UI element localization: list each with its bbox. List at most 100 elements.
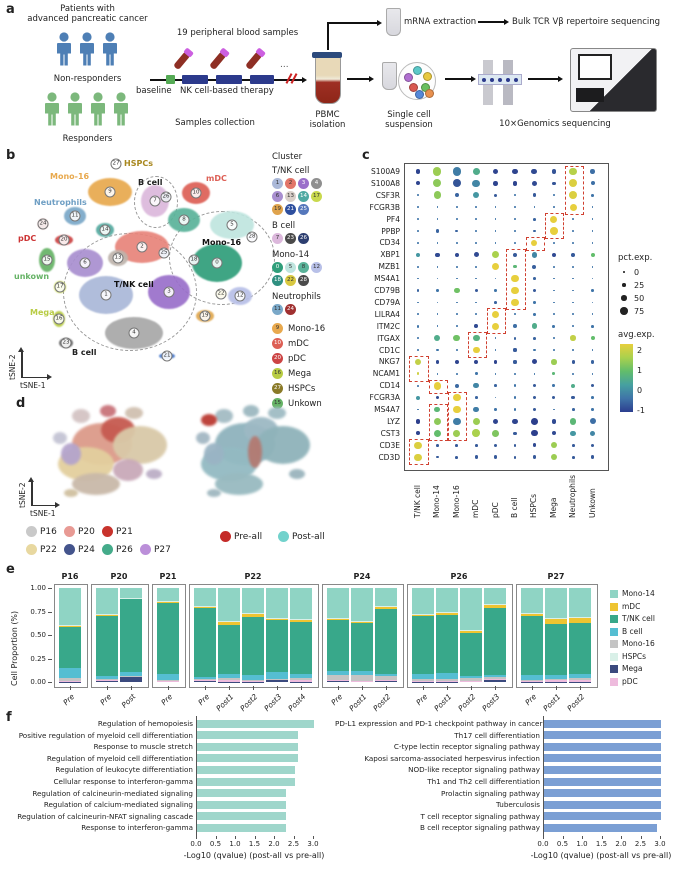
cluster-legend-single-name: mDC <box>288 339 309 349</box>
gene-label: CD3D <box>378 452 400 462</box>
b-yaxis-arrow <box>18 347 25 352</box>
cluster-number-badge: 6 <box>79 257 91 269</box>
e-xtick-mark <box>471 686 472 690</box>
cluster-annotation: unkown <box>14 272 50 281</box>
cluster-number-badge: 24 <box>37 218 49 230</box>
gene-label: MS4A7 <box>374 405 400 414</box>
cluster-chip: 9 <box>272 323 283 334</box>
cluster-legend-single-name: Mega <box>288 369 312 379</box>
f-xtick-mark <box>621 836 622 839</box>
cluster-chip: 28 <box>298 275 309 286</box>
celltype-label: pDC <box>490 502 500 518</box>
e-xtick-mark <box>580 686 581 690</box>
e-xtick-mark <box>386 686 387 690</box>
e-ytick-label: 0.75 <box>30 607 46 616</box>
cluster-legend-group-name: T/NK cell <box>272 166 310 176</box>
cluster-chip: 1 <box>272 178 283 189</box>
e-bar-label: Post2 <box>565 692 587 714</box>
e-facet-box <box>189 584 319 688</box>
cell-dot <box>423 72 432 81</box>
f-xtick-label: 1.5 <box>248 840 261 848</box>
cluster-annotation: mDC <box>206 174 227 183</box>
e-bar-label: Post3 <box>480 692 502 714</box>
patients-title-line2: advanced pancreatic cancer <box>27 14 148 24</box>
cluster-legend: Cluster T/NK cell 1 2 3 4 6 13 14 17 19 21 25 B cell 7… <box>272 152 360 409</box>
timepoint-tsne-blob <box>289 469 305 479</box>
e-bar-segment <box>412 588 434 614</box>
person-icon <box>111 90 131 130</box>
e-facet-box <box>407 584 513 688</box>
e-bar-segment <box>96 680 118 682</box>
f-bar-label: Th17 cell differentiation <box>454 730 540 740</box>
pct-legend-value: 25 <box>634 280 645 290</box>
cluster-chip: 10 <box>272 338 283 349</box>
e-bar-label: Pre <box>329 692 345 708</box>
cluster-chip: 25 <box>298 204 309 215</box>
e-bar-segment <box>351 675 373 681</box>
prepost-legend-label: Post-all <box>292 531 325 542</box>
e-bar-segment <box>412 673 434 679</box>
e-bar-segment <box>266 679 288 682</box>
patient-tsne-blob <box>113 459 143 481</box>
e-bar-segment <box>484 677 506 680</box>
cluster-chip: 27 <box>272 383 283 394</box>
e-bar-segment <box>375 673 397 677</box>
e-bar-segment <box>290 588 312 620</box>
cluster-number-badge: 3 <box>163 286 175 298</box>
e-bar-segment <box>569 622 591 674</box>
cluster-number-badge: 20 <box>58 234 70 246</box>
e-facet-header: P16 <box>61 572 79 581</box>
genomics-label: 10×Genomics sequencing <box>499 119 611 129</box>
e-bar-segment <box>120 676 142 682</box>
cluster-annotation: Mega <box>30 308 55 317</box>
e-ytick-label: 0.50 <box>30 631 46 639</box>
e-bar-segment <box>290 677 312 680</box>
cluster-number-badge: 9 <box>104 186 116 198</box>
cell-dot <box>413 66 422 75</box>
e-bar-segment <box>242 616 264 675</box>
b-xaxis-arrow <box>47 374 52 380</box>
e-legend-label: HSPCs <box>622 651 647 661</box>
celltype-label: Neutrophils <box>568 474 578 518</box>
patient-legend: P16 P20 P21 P22 P24 P26 P27 <box>26 526 206 566</box>
timepoint-tsne-blob <box>201 414 217 426</box>
celltype-label: Unkown <box>587 488 597 518</box>
e-bar-segment <box>194 608 216 677</box>
mrna-label: mRNA extraction <box>404 17 477 27</box>
e-legend-label: mDC <box>622 601 641 611</box>
e-bar-segment <box>545 679 567 681</box>
cluster-number-badge: 15 <box>41 254 53 266</box>
mrna-arrowhead <box>504 18 509 25</box>
e-ytick-label: 1.00 <box>30 584 46 592</box>
b-xaxis-label: tSNE-1 <box>20 381 46 390</box>
f-bar <box>544 789 661 798</box>
pct-legend-dot <box>623 271 625 273</box>
arrow4-head <box>558 75 563 82</box>
e-bar-segment <box>412 616 434 674</box>
cluster-number-badge: 28 <box>246 231 258 243</box>
f-xtick-mark <box>543 836 544 839</box>
e-bar-segment <box>375 609 397 674</box>
e-bar-segment <box>266 620 288 673</box>
f-xtick-label: 1.5 <box>595 840 608 848</box>
e-bar-segment <box>545 588 567 618</box>
f-bar-label: Positive regulation of myeloid cell diff… <box>18 730 193 740</box>
e-xtick-mark <box>301 686 302 690</box>
e-bar-segment <box>375 606 397 610</box>
e-bar-segment <box>569 617 591 623</box>
e-bar-segment <box>194 676 216 680</box>
e-bar-segment <box>290 619 312 623</box>
cluster-chip: 17 <box>311 191 322 202</box>
patient-tsne-blob <box>61 443 81 465</box>
cluster-number-badge: 4 <box>128 327 140 339</box>
e-bar-segment <box>436 614 458 674</box>
f-bar-label: Kaposi sarcoma-associated herpesvirus in… <box>364 753 540 763</box>
e-bar-label: Post2 <box>238 692 260 714</box>
chip-channel <box>478 74 522 85</box>
cluster-legend-group-name: B cell <box>272 221 296 231</box>
channel-bead <box>506 77 510 82</box>
e-bar-segment <box>96 679 118 681</box>
person-icon <box>65 90 85 130</box>
e-bar-segment <box>484 607 506 675</box>
